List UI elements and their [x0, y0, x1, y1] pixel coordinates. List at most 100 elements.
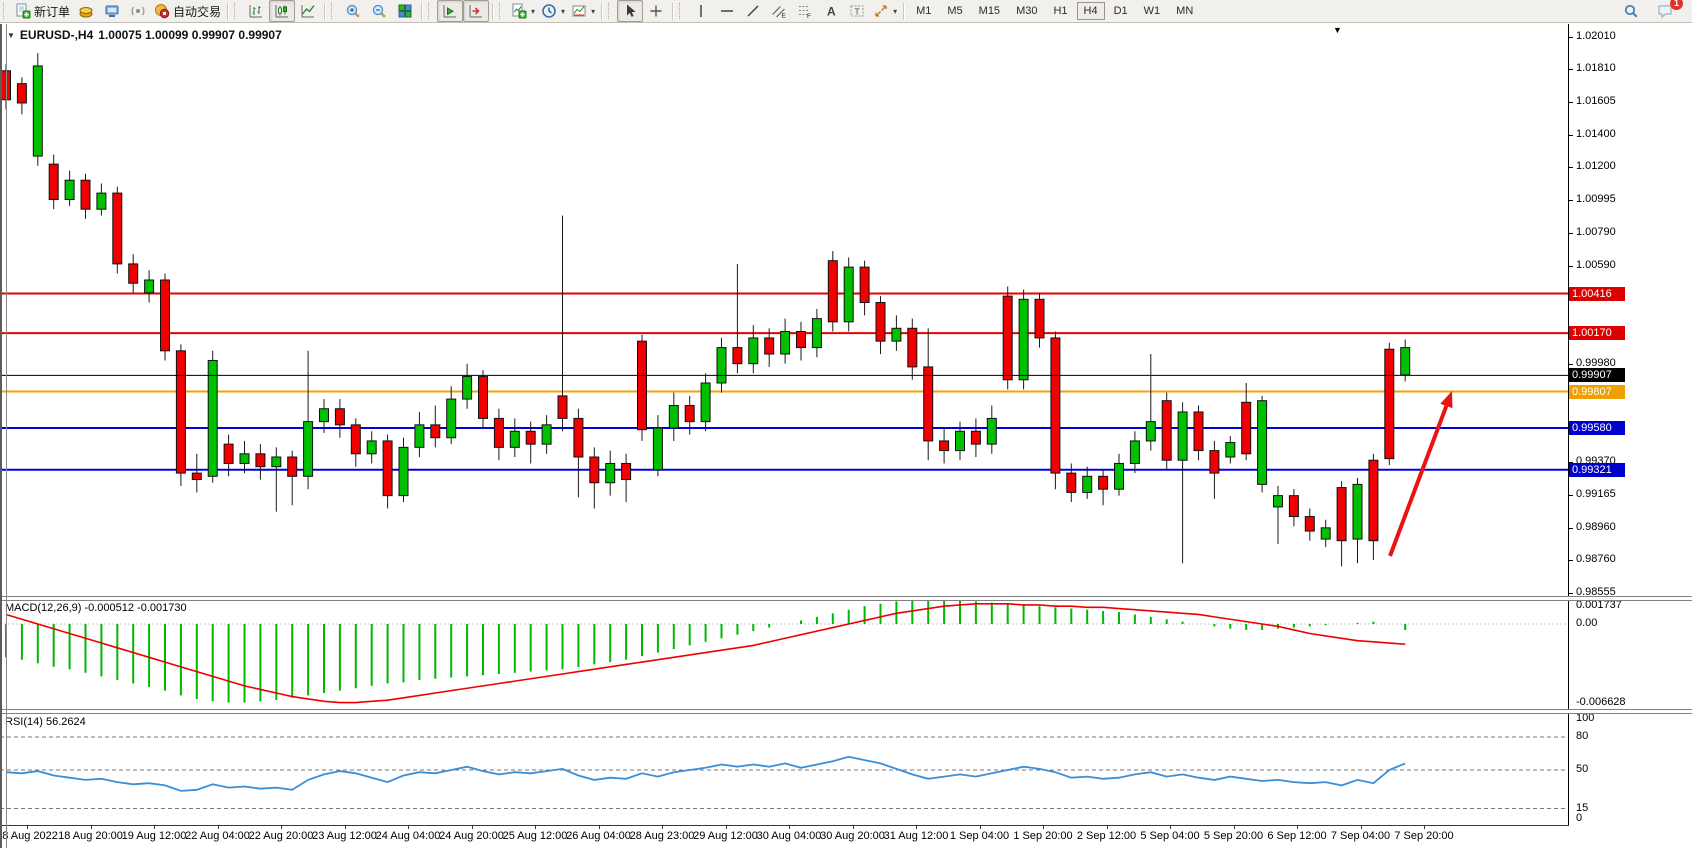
- timeframe-m15-button[interactable]: M15: [978, 5, 1001, 17]
- candle: [907, 327, 918, 368]
- timeframe-h4-button[interactable]: H4: [1076, 2, 1105, 20]
- text-label-button[interactable]: T: [844, 0, 870, 22]
- timeframe-h1-button[interactable]: H1: [1053, 5, 1068, 17]
- candle: [1241, 401, 1252, 455]
- macd-panel-separator[interactable]: [0, 596, 1692, 601]
- time-tick-label: 2 Sep 12:00: [1076, 830, 1137, 842]
- price-chart[interactable]: [0, 24, 1568, 598]
- zoom-out-button[interactable]: [366, 0, 392, 22]
- rsi-panel[interactable]: [0, 713, 1568, 825]
- candle: [748, 337, 759, 365]
- text-button[interactable]: A: [818, 0, 844, 22]
- indicators-icon: [511, 3, 527, 19]
- macd-axis-label: 0.001737: [1576, 599, 1622, 611]
- candle: [1082, 475, 1093, 493]
- time-tick-label: 7 Sep 04:00: [1330, 830, 1391, 842]
- candlestick-chart-button[interactable]: [269, 0, 296, 22]
- toolbar-grip: [234, 3, 240, 19]
- candle: [1193, 411, 1204, 452]
- zoom-in-button[interactable]: [340, 0, 366, 22]
- chart-collapse-icon[interactable]: ▼: [7, 30, 15, 40]
- templates-button-dropdown-icon[interactable]: ▾: [591, 6, 596, 16]
- candle: [16, 83, 27, 104]
- time-tick-label: 30 Aug 04:00: [756, 830, 822, 842]
- price-tick-mark: [1568, 102, 1573, 104]
- horizontal-line-button[interactable]: [714, 0, 740, 22]
- bar-chart-button[interactable]: [243, 0, 269, 22]
- candle: [780, 330, 791, 355]
- trend-arrow-head[interactable]: [1440, 391, 1453, 409]
- timeframe-d1-button[interactable]: D1: [1113, 5, 1128, 17]
- time-tick-mark: [662, 825, 663, 829]
- terminal-button[interactable]: [99, 0, 125, 22]
- time-tick-mark: [598, 825, 600, 829]
- equidistant-channel-button[interactable]: E: [766, 0, 792, 22]
- tile-icon: [397, 3, 413, 19]
- chart-shift-marker[interactable]: ▼: [1333, 25, 1342, 35]
- candle: [223, 443, 234, 464]
- autotrading-button[interactable]: 自动交易: [151, 0, 224, 22]
- time-tick-label: 18 Aug 2022: [0, 830, 58, 842]
- candle: [1177, 411, 1188, 461]
- template-icon: [571, 3, 587, 19]
- rsi-panel-separator[interactable]: [0, 709, 1692, 714]
- timeframe-w1-button[interactable]: W1: [1143, 5, 1161, 17]
- candle: [621, 462, 632, 481]
- chart-shift-button[interactable]: [463, 0, 490, 22]
- arrows-button[interactable]: ▾: [870, 0, 900, 22]
- fibonacci-button[interactable]: F: [792, 0, 818, 22]
- timeframe-mn-button[interactable]: MN: [1176, 5, 1194, 17]
- price-tick-label: 1.01810: [1576, 62, 1616, 75]
- price-tick-mark: [1568, 527, 1573, 529]
- candle: [811, 318, 822, 349]
- candle: [684, 405, 695, 423]
- toolbar-separator: [601, 2, 604, 20]
- price-tick-mark: [1568, 233, 1573, 235]
- search-button[interactable]: [1618, 0, 1644, 22]
- line-chart-button[interactable]: [295, 0, 321, 22]
- cursor-button[interactable]: [617, 0, 644, 22]
- indicators-button[interactable]: ▾: [508, 0, 538, 22]
- candle: [589, 456, 600, 484]
- periods-button[interactable]: ▾: [538, 0, 568, 22]
- toolbar-separator: [324, 2, 327, 20]
- templates-button[interactable]: ▾: [568, 0, 598, 22]
- timeframe-m30-button[interactable]: M30: [1016, 5, 1038, 17]
- signals-button[interactable]: [125, 0, 151, 22]
- trendline-button[interactable]: [740, 0, 766, 22]
- vertical-line-button[interactable]: [688, 0, 714, 22]
- rsi-axis-label: 100: [1576, 712, 1595, 724]
- crosshair-button[interactable]: [643, 0, 669, 22]
- rsi-axis-label: 15: [1576, 801, 1589, 814]
- timeframe-m1-button[interactable]: M1: [916, 5, 932, 17]
- periods-button-dropdown-icon[interactable]: ▾: [561, 6, 566, 16]
- tile-windows-button[interactable]: [392, 0, 418, 22]
- time-tick-label: 22 Aug 20:00: [248, 830, 314, 842]
- panel-splitter[interactable]: [6, 24, 7, 848]
- candle: [303, 421, 314, 477]
- time-tick-mark: [852, 825, 854, 829]
- price-tick-label: 0.98555: [1576, 586, 1616, 598]
- candle: [64, 179, 75, 201]
- time-tick-mark: [916, 825, 917, 829]
- toolbar-separator: [672, 2, 675, 20]
- time-tick-mark: [471, 825, 473, 829]
- candle: [128, 263, 139, 284]
- new-order-button[interactable]: 新订单: [12, 0, 73, 22]
- candle: [843, 266, 854, 323]
- arrows-button-dropdown-icon[interactable]: ▾: [893, 6, 898, 16]
- trend-arrow-line[interactable]: [1388, 405, 1449, 557]
- line-price-badge: 1.00170: [1569, 326, 1625, 341]
- auto-scroll-button[interactable]: [437, 0, 464, 22]
- timeframe-m5-button[interactable]: M5: [947, 5, 963, 17]
- macd-panel[interactable]: [0, 600, 1568, 711]
- time-tick-label: 31 Aug 12:00: [883, 830, 949, 842]
- notifications-button[interactable]: 1: [1652, 0, 1683, 22]
- price-tick-label: 1.01605: [1576, 95, 1616, 108]
- indicators-button-dropdown-icon[interactable]: ▾: [531, 6, 536, 16]
- candle: [939, 440, 950, 452]
- text-a-icon: A: [823, 3, 839, 19]
- gold-icon: [78, 3, 94, 19]
- current-price-badge: 0.99907: [1569, 368, 1625, 383]
- market-watch-button[interactable]: [73, 0, 99, 22]
